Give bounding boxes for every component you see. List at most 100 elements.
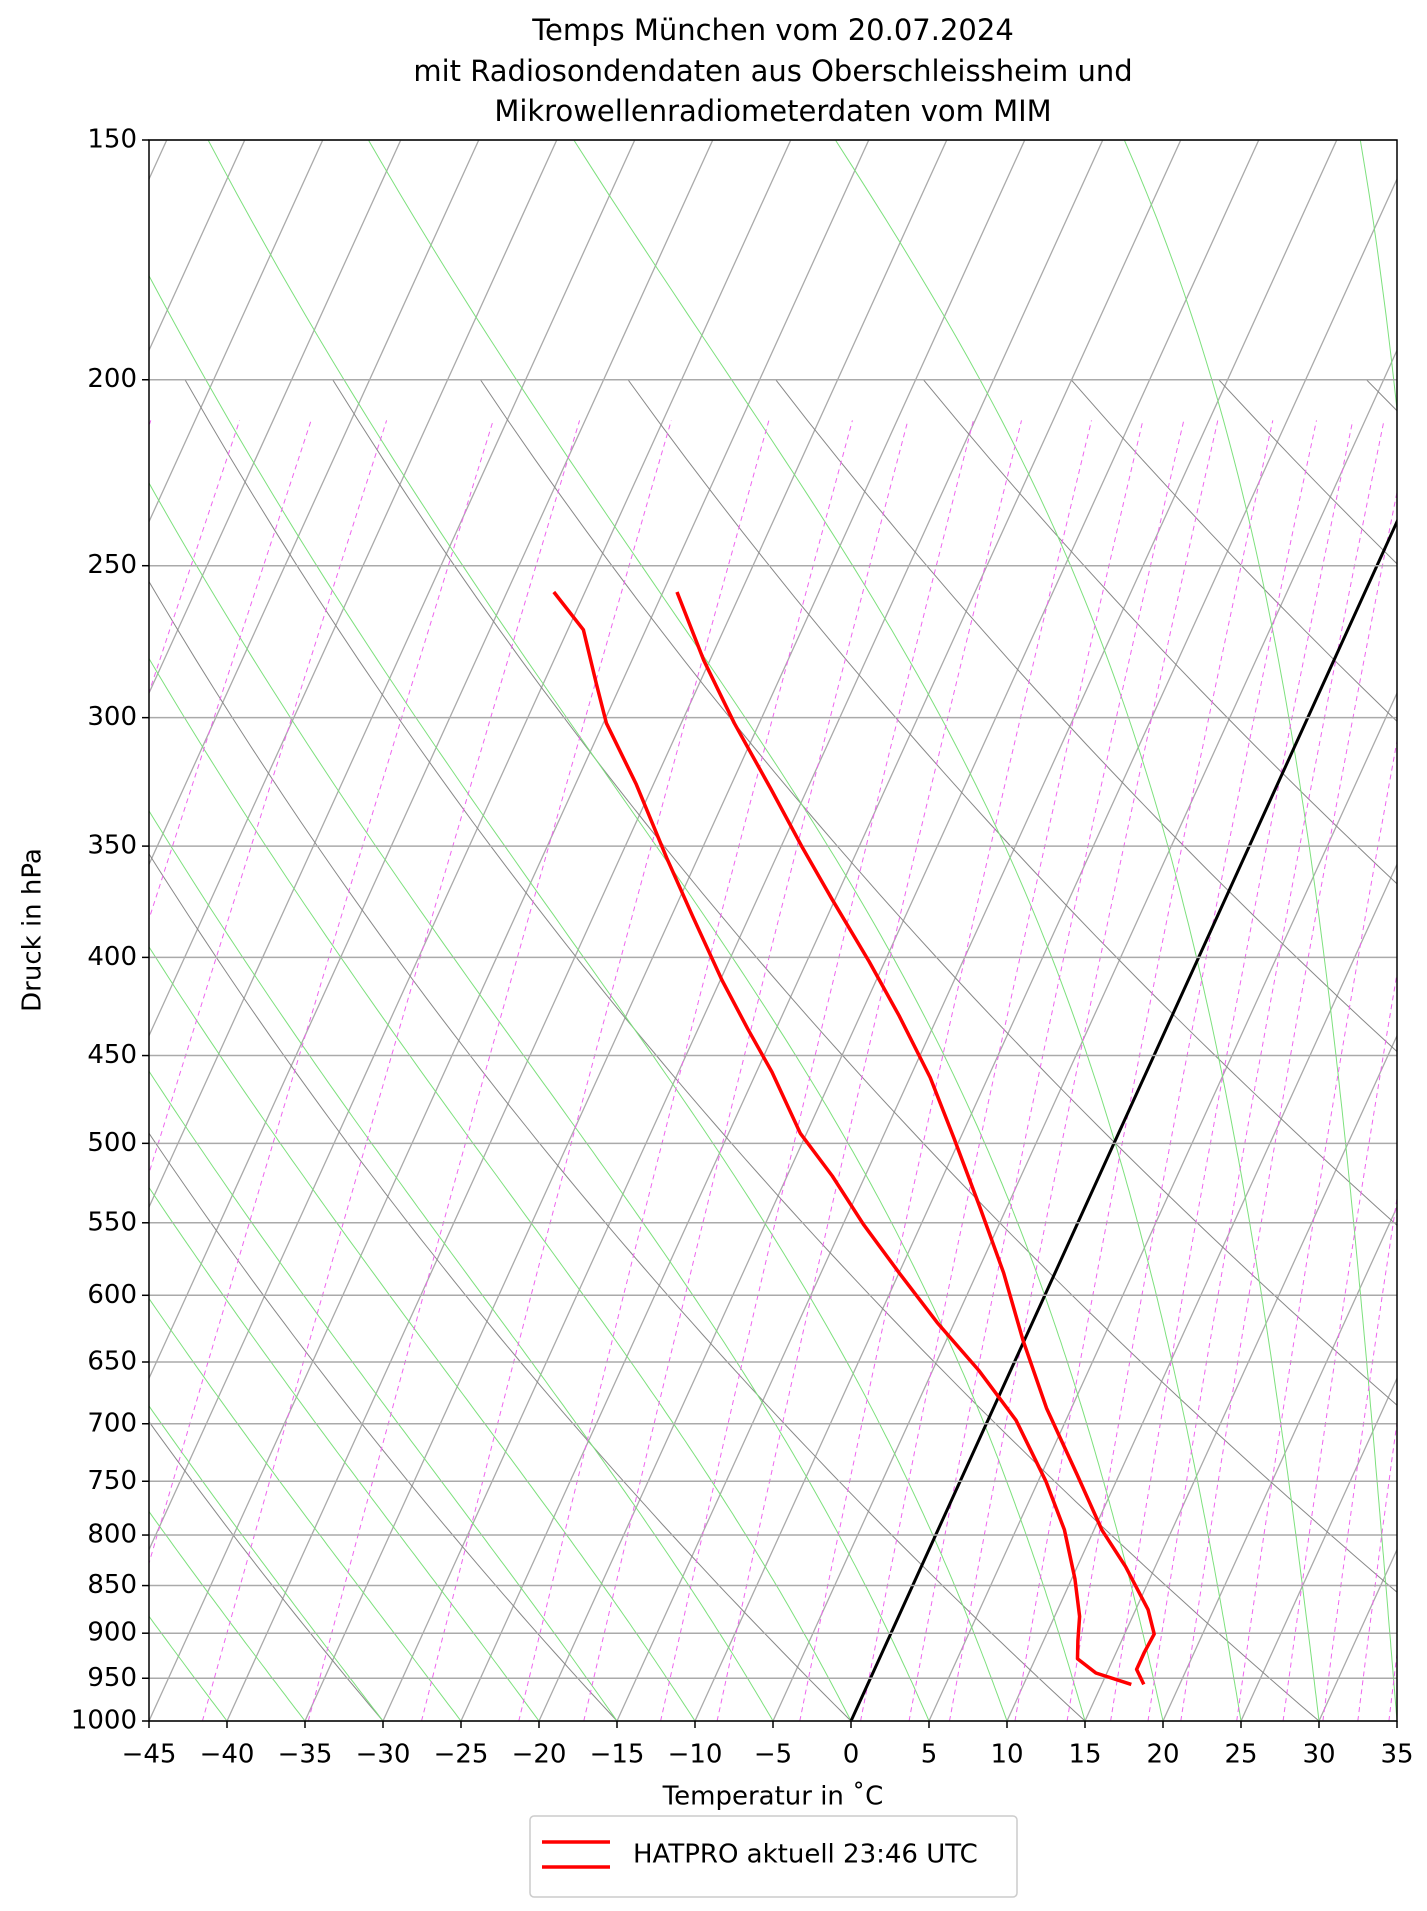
isotherm bbox=[149, 140, 480, 866]
mixing-ratio-line bbox=[1014, 420, 1274, 1721]
y-tick-label: 900 bbox=[87, 1618, 137, 1648]
y-tick-label: 300 bbox=[87, 702, 137, 732]
x-tick-label: −20 bbox=[512, 1740, 567, 1770]
moist-adiabat bbox=[149, 1186, 540, 1721]
grid: 1502002503003504004505005506006507007508… bbox=[71, 125, 1414, 1770]
moist-adiabat bbox=[834, 140, 1320, 1721]
x-tick-label: −5 bbox=[754, 1740, 792, 1770]
isotherm bbox=[772, 348, 1397, 1721]
dry-adiabat bbox=[923, 379, 1397, 885]
isotherm bbox=[460, 140, 1182, 1721]
isotherm bbox=[1084, 1034, 1397, 1721]
x-tick-label: 0 bbox=[843, 1740, 860, 1770]
y-axis-label: Druck in hPa bbox=[18, 848, 48, 1012]
legend-label: HATPRO aktuell 23:46 UTC bbox=[633, 1840, 978, 1870]
dry-adiabat bbox=[149, 1420, 384, 1721]
isotherm bbox=[382, 140, 1104, 1721]
isotherm bbox=[1396, 1719, 1397, 1721]
moist-adiabat bbox=[149, 1297, 462, 1721]
isotherm bbox=[226, 140, 948, 1721]
isotherm bbox=[149, 140, 324, 524]
chart-title: mit Radiosondendaten aus Oberschleisshei… bbox=[413, 54, 1132, 88]
x-tick-label: 30 bbox=[1302, 1740, 1335, 1770]
y-tick-label: 550 bbox=[87, 1207, 137, 1237]
mixing-ratio-line bbox=[201, 420, 581, 1721]
mixing-ratio-line bbox=[1357, 1419, 1397, 1721]
mixing-ratio-line bbox=[1110, 420, 1354, 1721]
chart-title: Temps München vom 20.07.2024 bbox=[531, 13, 1014, 47]
isotherm bbox=[0, 0, 9, 1721]
x-tick-label: −30 bbox=[356, 1740, 411, 1770]
mixing-ratio-line bbox=[1322, 1195, 1397, 1721]
x-tick-label: −25 bbox=[434, 1740, 489, 1770]
moist-adiabat bbox=[149, 945, 696, 1721]
moist-adiabat bbox=[573, 140, 1242, 1721]
mixing-ratio-line bbox=[1147, 420, 1385, 1721]
x-tick-label: −10 bbox=[668, 1740, 723, 1770]
mixing-ratio-line bbox=[860, 420, 1144, 1721]
moist-adiabat bbox=[149, 1405, 384, 1721]
background-lines bbox=[0, 0, 1397, 1721]
isotherm bbox=[928, 691, 1397, 1721]
legend-box bbox=[529, 1815, 1018, 1898]
y-tick-label: 150 bbox=[87, 125, 137, 155]
y-tick-label: 700 bbox=[87, 1408, 137, 1438]
mixing-ratio-line bbox=[307, 420, 672, 1721]
mixing-ratio-line bbox=[1180, 489, 1397, 1721]
mixing-ratio-line bbox=[149, 420, 388, 1175]
isotherm bbox=[538, 140, 1260, 1721]
mixing-ratio-line bbox=[799, 420, 1092, 1721]
zero-isotherm bbox=[849, 518, 1397, 1721]
mixing-ratio-line bbox=[1388, 1649, 1397, 1721]
isotherm bbox=[304, 140, 1026, 1721]
mixing-ratio-line bbox=[949, 420, 1219, 1721]
profile-line bbox=[552, 590, 1132, 1687]
dry-adiabat bbox=[1070, 379, 1397, 723]
x-tick-label: 5 bbox=[921, 1740, 938, 1770]
moist-adiabat bbox=[149, 274, 1008, 1721]
dry-adiabat bbox=[184, 379, 1320, 1721]
isotherm bbox=[149, 140, 402, 695]
isotherm bbox=[616, 140, 1338, 1721]
x-axis-label: Temperatur in ˚C bbox=[662, 1782, 884, 1812]
x-tick-label: 15 bbox=[1068, 1740, 1101, 1770]
moist-adiabat bbox=[207, 140, 1086, 1721]
dry-adiabat bbox=[149, 580, 1086, 1721]
moist-adiabat bbox=[149, 657, 852, 1721]
isotherm bbox=[149, 140, 792, 1552]
isotherm bbox=[149, 140, 246, 352]
moist-adiabat bbox=[149, 1510, 306, 1721]
mixing-ratio-line bbox=[1282, 970, 1397, 1721]
profiles bbox=[552, 590, 1156, 1687]
moist-adiabat bbox=[1359, 140, 1397, 415]
mixing-ratio-line bbox=[1066, 420, 1317, 1721]
y-tick-label: 750 bbox=[87, 1466, 137, 1496]
isotherm bbox=[149, 140, 558, 1038]
y-tick-label: 500 bbox=[87, 1128, 137, 1158]
isotherm bbox=[1240, 1376, 1397, 1721]
x-tick-label: 25 bbox=[1224, 1740, 1257, 1770]
dry-adiabat bbox=[627, 379, 1397, 1226]
moist-adiabat bbox=[149, 482, 930, 1721]
mixing-ratio-line bbox=[583, 420, 909, 1721]
y-tick-label: 400 bbox=[87, 942, 137, 972]
x-tick-label: 35 bbox=[1380, 1740, 1413, 1770]
x-tick-label: −40 bbox=[200, 1740, 255, 1770]
isotherm bbox=[694, 177, 1397, 1721]
y-tick-label: 450 bbox=[87, 1040, 137, 1070]
y-tick-label: 950 bbox=[87, 1663, 137, 1693]
legend: HATPRO aktuell 23:46 UTC bbox=[529, 1815, 1018, 1898]
y-tick-label: 200 bbox=[87, 364, 137, 394]
isotherm bbox=[149, 140, 714, 1380]
moist-adiabat bbox=[367, 140, 1164, 1721]
y-tick-label: 650 bbox=[87, 1346, 137, 1376]
plot-frame bbox=[148, 139, 1398, 1722]
chart-title: Mikrowellenradiometerdaten vom MIM bbox=[494, 94, 1051, 128]
mixing-ratio-line bbox=[1236, 738, 1397, 1721]
dry-adiabat bbox=[775, 379, 1397, 1053]
x-tick-label: −15 bbox=[590, 1740, 645, 1770]
y-tick-label: 1000 bbox=[71, 1706, 137, 1736]
y-tick-label: 350 bbox=[87, 831, 137, 861]
